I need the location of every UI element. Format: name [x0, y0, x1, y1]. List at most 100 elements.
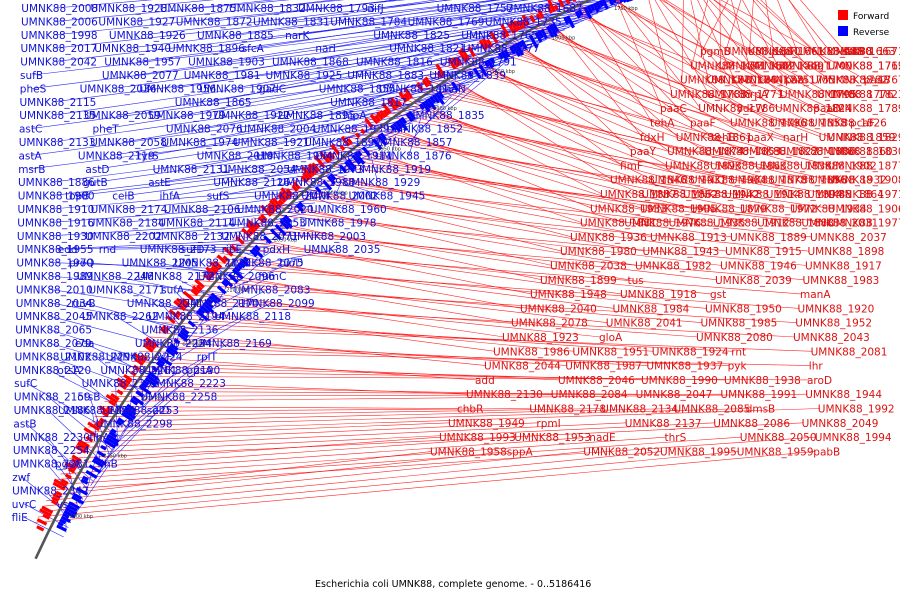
forward-gene-label: UMNK88_1918 — [620, 289, 697, 301]
forward-leader-line — [513, 20, 821, 138]
forward-gene-label: UMNK88_1971 — [828, 189, 900, 201]
forward-gene-block — [403, 87, 413, 99]
reverse-gene-block — [592, 2, 600, 13]
reverse-gene-block — [100, 444, 107, 451]
reverse-gene-label: UMNK88_2083 — [234, 284, 311, 296]
reverse-gene-block — [563, 16, 570, 25]
forward-gene-label: UMNK88_2052 — [583, 446, 660, 458]
forward-leader-line — [529, 11, 714, 138]
forward-leader-line — [777, 0, 798, 52]
reverse-gene-label: UMNK88_1926 — [109, 30, 186, 42]
reverse-gene-label: UMNK88_2261 — [100, 365, 177, 377]
forward-leader-line — [175, 303, 796, 338]
reverse-leader-line — [90, 423, 131, 486]
reverse-gene-label: rnd — [99, 244, 116, 256]
reverse-gene-block — [62, 512, 70, 519]
forward-leader-line — [244, 226, 718, 281]
forward-gene-label: UMNK88_1993 — [439, 432, 516, 444]
forward-leader-line — [160, 322, 734, 352]
forward-gene-label: UMNK88_1741 — [690, 60, 767, 72]
forward-gene-labels: pgmBUMNK88_1660UMNK88_1661pspFUMNK88_169… — [430, 46, 900, 458]
forward-gene-label: UMNK88_1914 — [724, 189, 801, 201]
reverse-gene-label: celB — [112, 191, 134, 203]
forward-gene-block — [245, 222, 257, 233]
reverse-leader-line — [128, 0, 530, 49]
forward-gene-label: UMNK88_1976 — [624, 218, 701, 230]
forward-gene-block — [280, 187, 292, 199]
forward-gene-block — [436, 71, 443, 79]
reverse-gene-label: nifJ — [367, 3, 383, 15]
reverse-gene-label: UMNK88_2234 — [135, 338, 212, 350]
reverse-leader-line — [173, 248, 267, 251]
reverse-leader-line — [30, 119, 417, 170]
reverse-gene-label: flhA — [89, 432, 110, 444]
reverse-gene-label: UMNK88_1998 — [21, 30, 98, 42]
reverse-gene-block — [540, 28, 549, 40]
reverse-leader-line — [54, 0, 595, 62]
forward-gene-label: rnt — [731, 346, 746, 358]
reverse-gene-label: UMNK88_2053 — [229, 217, 306, 229]
reverse-leader-line — [48, 342, 162, 376]
reverse-gene-block — [424, 99, 432, 109]
reverse-leader-line — [222, 0, 624, 62]
forward-gene-label: UMNK88_2043 — [793, 332, 870, 344]
reverse-leader-line — [273, 73, 487, 129]
forward-gene-label: UMNK88_1786 — [698, 103, 775, 115]
forward-gene-block — [235, 235, 245, 245]
forward-gene-label: UMNK88_1877 — [828, 160, 900, 172]
reverse-leader-line — [155, 262, 241, 278]
reverse-gene-label: msrB — [18, 164, 45, 176]
forward-gene-label: UMNK88_1946 — [720, 261, 797, 273]
reverse-gene-label: UMNK88_1825 — [373, 30, 450, 42]
kbp-tick-label: 1850 kbp — [491, 69, 515, 75]
forward-gene-label: UMNK88_1789 — [828, 103, 900, 115]
forward-gene-block — [181, 298, 191, 307]
reverse-gene-block — [269, 228, 282, 241]
reverse-gene-label: edd — [58, 244, 78, 256]
forward-gene-block — [110, 393, 120, 401]
reverse-leader-line — [23, 516, 64, 538]
reverse-gene-block — [537, 30, 545, 39]
reverse-gene-label: narI — [315, 43, 336, 55]
reverse-gene-label: UMNK88_2074 — [254, 191, 331, 203]
forward-gene-label: UMNK88_1886 — [779, 146, 856, 158]
forward-gene-label: nadE — [589, 432, 615, 444]
reverse-gene-block — [408, 110, 417, 121]
forward-leader-line — [146, 341, 649, 366]
reverse-gene-label: UMNK88_2059 — [84, 110, 161, 122]
forward-gene-label: UMNK88_1771 — [707, 89, 784, 101]
forward-gene-label: UMNK88_1846 — [610, 175, 687, 187]
reverse-leader-line — [31, 65, 501, 129]
forward-gene-label: lhr — [809, 361, 824, 373]
reverse-gene-block — [227, 273, 239, 284]
reverse-gene-block — [216, 285, 227, 295]
reverse-gene-label: UMNK88_1903 — [188, 57, 265, 69]
forward-leader-line — [550, 0, 813, 123]
reverse-gene-block — [574, 10, 582, 19]
reverse-leader-line — [251, 248, 338, 266]
reverse-gene-label: UMNK88_2281 — [13, 459, 90, 471]
forward-gene-label: UMNK88_1923 — [502, 332, 579, 344]
forward-leader-line — [731, 0, 750, 66]
reverse-leader-line — [318, 199, 345, 210]
kbp-tick-label: 1800 kbp — [552, 35, 576, 41]
forward-leader-line — [72, 422, 716, 454]
forward-gene-block — [557, 0, 565, 8]
forward-leader-line — [352, 128, 743, 209]
reverse-gene-label: UMNK88_1855 — [319, 83, 396, 95]
forward-leader-line — [124, 371, 727, 381]
reverse-leader-line — [69, 369, 132, 419]
forward-gene-block — [203, 273, 212, 282]
forward-gene-block — [51, 496, 60, 503]
forward-gene-label: UMNK88_1944 — [805, 389, 882, 401]
forward-gene-label: sppA — [507, 446, 534, 458]
forward-gene-label: UMNK88_1985 — [701, 318, 778, 330]
reverse-leader-line — [52, 81, 474, 143]
reverse-leader-line — [254, 0, 574, 49]
forward-gene-label: UMNK88_1762 — [828, 60, 900, 72]
forward-gene-block — [517, 20, 525, 30]
reverse-leader-line — [338, 181, 383, 196]
reverse-gene-block — [329, 173, 337, 181]
reverse-leader-line — [271, 29, 565, 89]
